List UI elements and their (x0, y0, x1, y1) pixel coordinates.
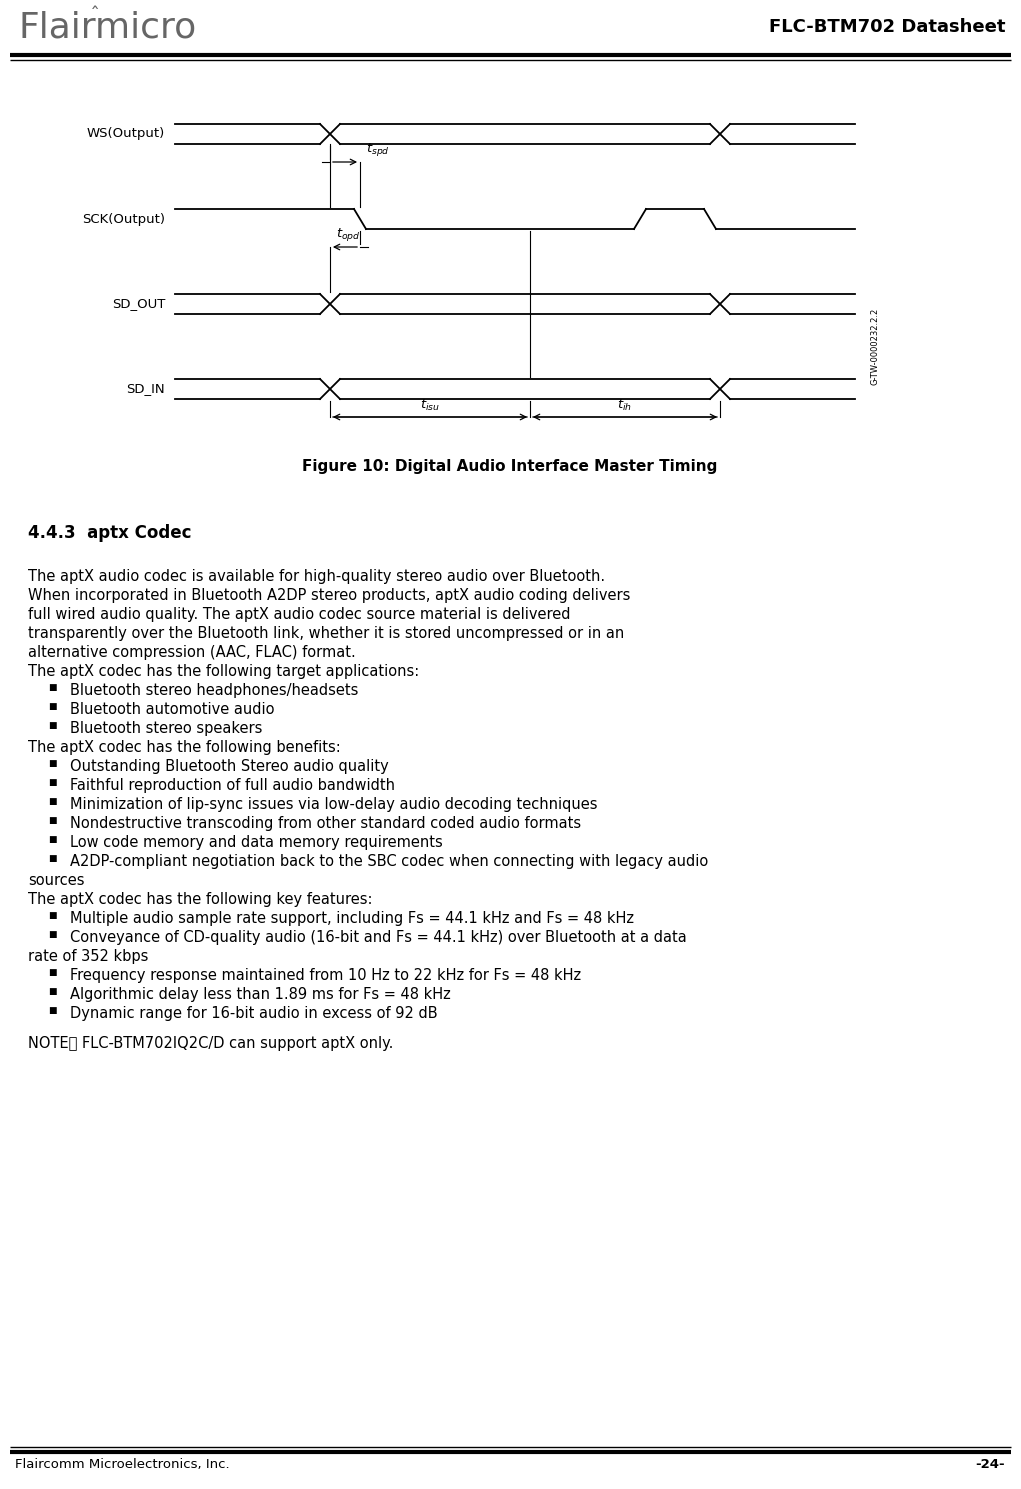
Text: rate of 352 kbps: rate of 352 kbps (28, 948, 148, 963)
Text: ■: ■ (48, 931, 56, 940)
Text: SCK(Output): SCK(Output) (82, 213, 165, 225)
Text: full wired audio quality. The aptX audio codec source material is delivered: full wired audio quality. The aptX audio… (28, 608, 571, 622)
Text: -24-: -24- (975, 1458, 1005, 1471)
Text: ■: ■ (48, 759, 56, 768)
Text: ■: ■ (48, 816, 56, 825)
Text: Bluetooth stereo headphones/headsets: Bluetooth stereo headphones/headsets (70, 683, 358, 698)
Text: G-TW-0000232.2.2: G-TW-0000232.2.2 (870, 308, 879, 386)
Text: SD_IN: SD_IN (127, 383, 165, 396)
Text: Algorithmic delay less than 1.89 ms for Fs = 48 kHz: Algorithmic delay less than 1.89 ms for … (70, 987, 450, 1002)
Text: ■: ■ (48, 855, 56, 864)
Text: 4.4.3  aptx Codec: 4.4.3 aptx Codec (28, 524, 192, 542)
Text: Low code memory and data memory requirements: Low code memory and data memory requirem… (70, 835, 443, 850)
Text: The aptX codec has the following key features:: The aptX codec has the following key fea… (28, 892, 373, 907)
Text: The aptX codec has the following target applications:: The aptX codec has the following target … (28, 664, 420, 679)
Text: Multiple audio sample rate support, including Fs = 44.1 kHz and Fs = 48 kHz: Multiple audio sample rate support, incl… (70, 911, 634, 926)
Text: A2DP-compliant negotiation back to the SBC codec when connecting with legacy aud: A2DP-compliant negotiation back to the S… (70, 855, 709, 870)
Text: Frequency response maintained from 10 Hz to 22 kHz for Fs = 48 kHz: Frequency response maintained from 10 Hz… (70, 968, 581, 983)
Text: NOTE： FLC-BTM702IQ2C/D can support aptX only.: NOTE： FLC-BTM702IQ2C/D can support aptX … (28, 1036, 393, 1051)
Text: ■: ■ (48, 835, 56, 844)
Text: transparently over the Bluetooth link, whether it is stored uncompressed or in a: transparently over the Bluetooth link, w… (28, 625, 624, 640)
Text: Flaircomm Microelectronics, Inc.: Flaircomm Microelectronics, Inc. (15, 1458, 230, 1471)
Text: SD_OUT: SD_OUT (111, 298, 165, 311)
Text: When incorporated in Bluetooth A2DP stereo products, aptX audio coding delivers: When incorporated in Bluetooth A2DP ster… (28, 588, 630, 603)
Text: WS(Output): WS(Output) (87, 128, 165, 140)
Text: The aptX codec has the following benefits:: The aptX codec has the following benefit… (28, 740, 341, 755)
Text: ■: ■ (48, 777, 56, 788)
Text: $t_{opd}$: $t_{opd}$ (336, 226, 360, 243)
Text: The aptX audio codec is available for high-quality stereo audio over Bluetooth.: The aptX audio codec is available for hi… (28, 569, 605, 584)
Text: Flairmicro: Flairmicro (18, 10, 196, 45)
Text: Minimization of lip-sync issues via low-delay audio decoding techniques: Minimization of lip-sync issues via low-… (70, 797, 597, 812)
Text: ■: ■ (48, 721, 56, 730)
Text: ■: ■ (48, 911, 56, 920)
Text: Dynamic range for 16-bit audio in excess of 92 dB: Dynamic range for 16-bit audio in excess… (70, 1007, 438, 1021)
Text: ■: ■ (48, 797, 56, 806)
Text: Bluetooth stereo speakers: Bluetooth stereo speakers (70, 721, 262, 736)
Text: $t_{isu}$: $t_{isu}$ (420, 398, 440, 412)
Text: ■: ■ (48, 968, 56, 977)
Text: Figure 10: Digital Audio Interface Master Timing: Figure 10: Digital Audio Interface Maste… (302, 459, 718, 474)
Text: $t_{ih}$: $t_{ih}$ (618, 398, 632, 412)
Text: Nondestructive transcoding from other standard coded audio formats: Nondestructive transcoding from other st… (70, 816, 581, 831)
Text: Faithful reproduction of full audio bandwidth: Faithful reproduction of full audio band… (70, 777, 395, 794)
Text: ■: ■ (48, 683, 56, 692)
Text: Outstanding Bluetooth Stereo audio quality: Outstanding Bluetooth Stereo audio quali… (70, 759, 389, 774)
Text: ■: ■ (48, 701, 56, 712)
Text: sources: sources (28, 873, 85, 887)
Text: ■: ■ (48, 1007, 56, 1015)
Text: FLC-BTM702 Datasheet: FLC-BTM702 Datasheet (769, 18, 1005, 36)
Text: $t_{spd}$: $t_{spd}$ (366, 141, 390, 158)
Text: Conveyance of CD-quality audio (16-bit and Fs = 44.1 kHz) over Bluetooth at a da: Conveyance of CD-quality audio (16-bit a… (70, 931, 687, 946)
Text: alternative compression (AAC, FLAC) format.: alternative compression (AAC, FLAC) form… (28, 645, 355, 660)
Text: ■: ■ (48, 987, 56, 996)
Text: Bluetooth automotive audio: Bluetooth automotive audio (70, 701, 275, 718)
